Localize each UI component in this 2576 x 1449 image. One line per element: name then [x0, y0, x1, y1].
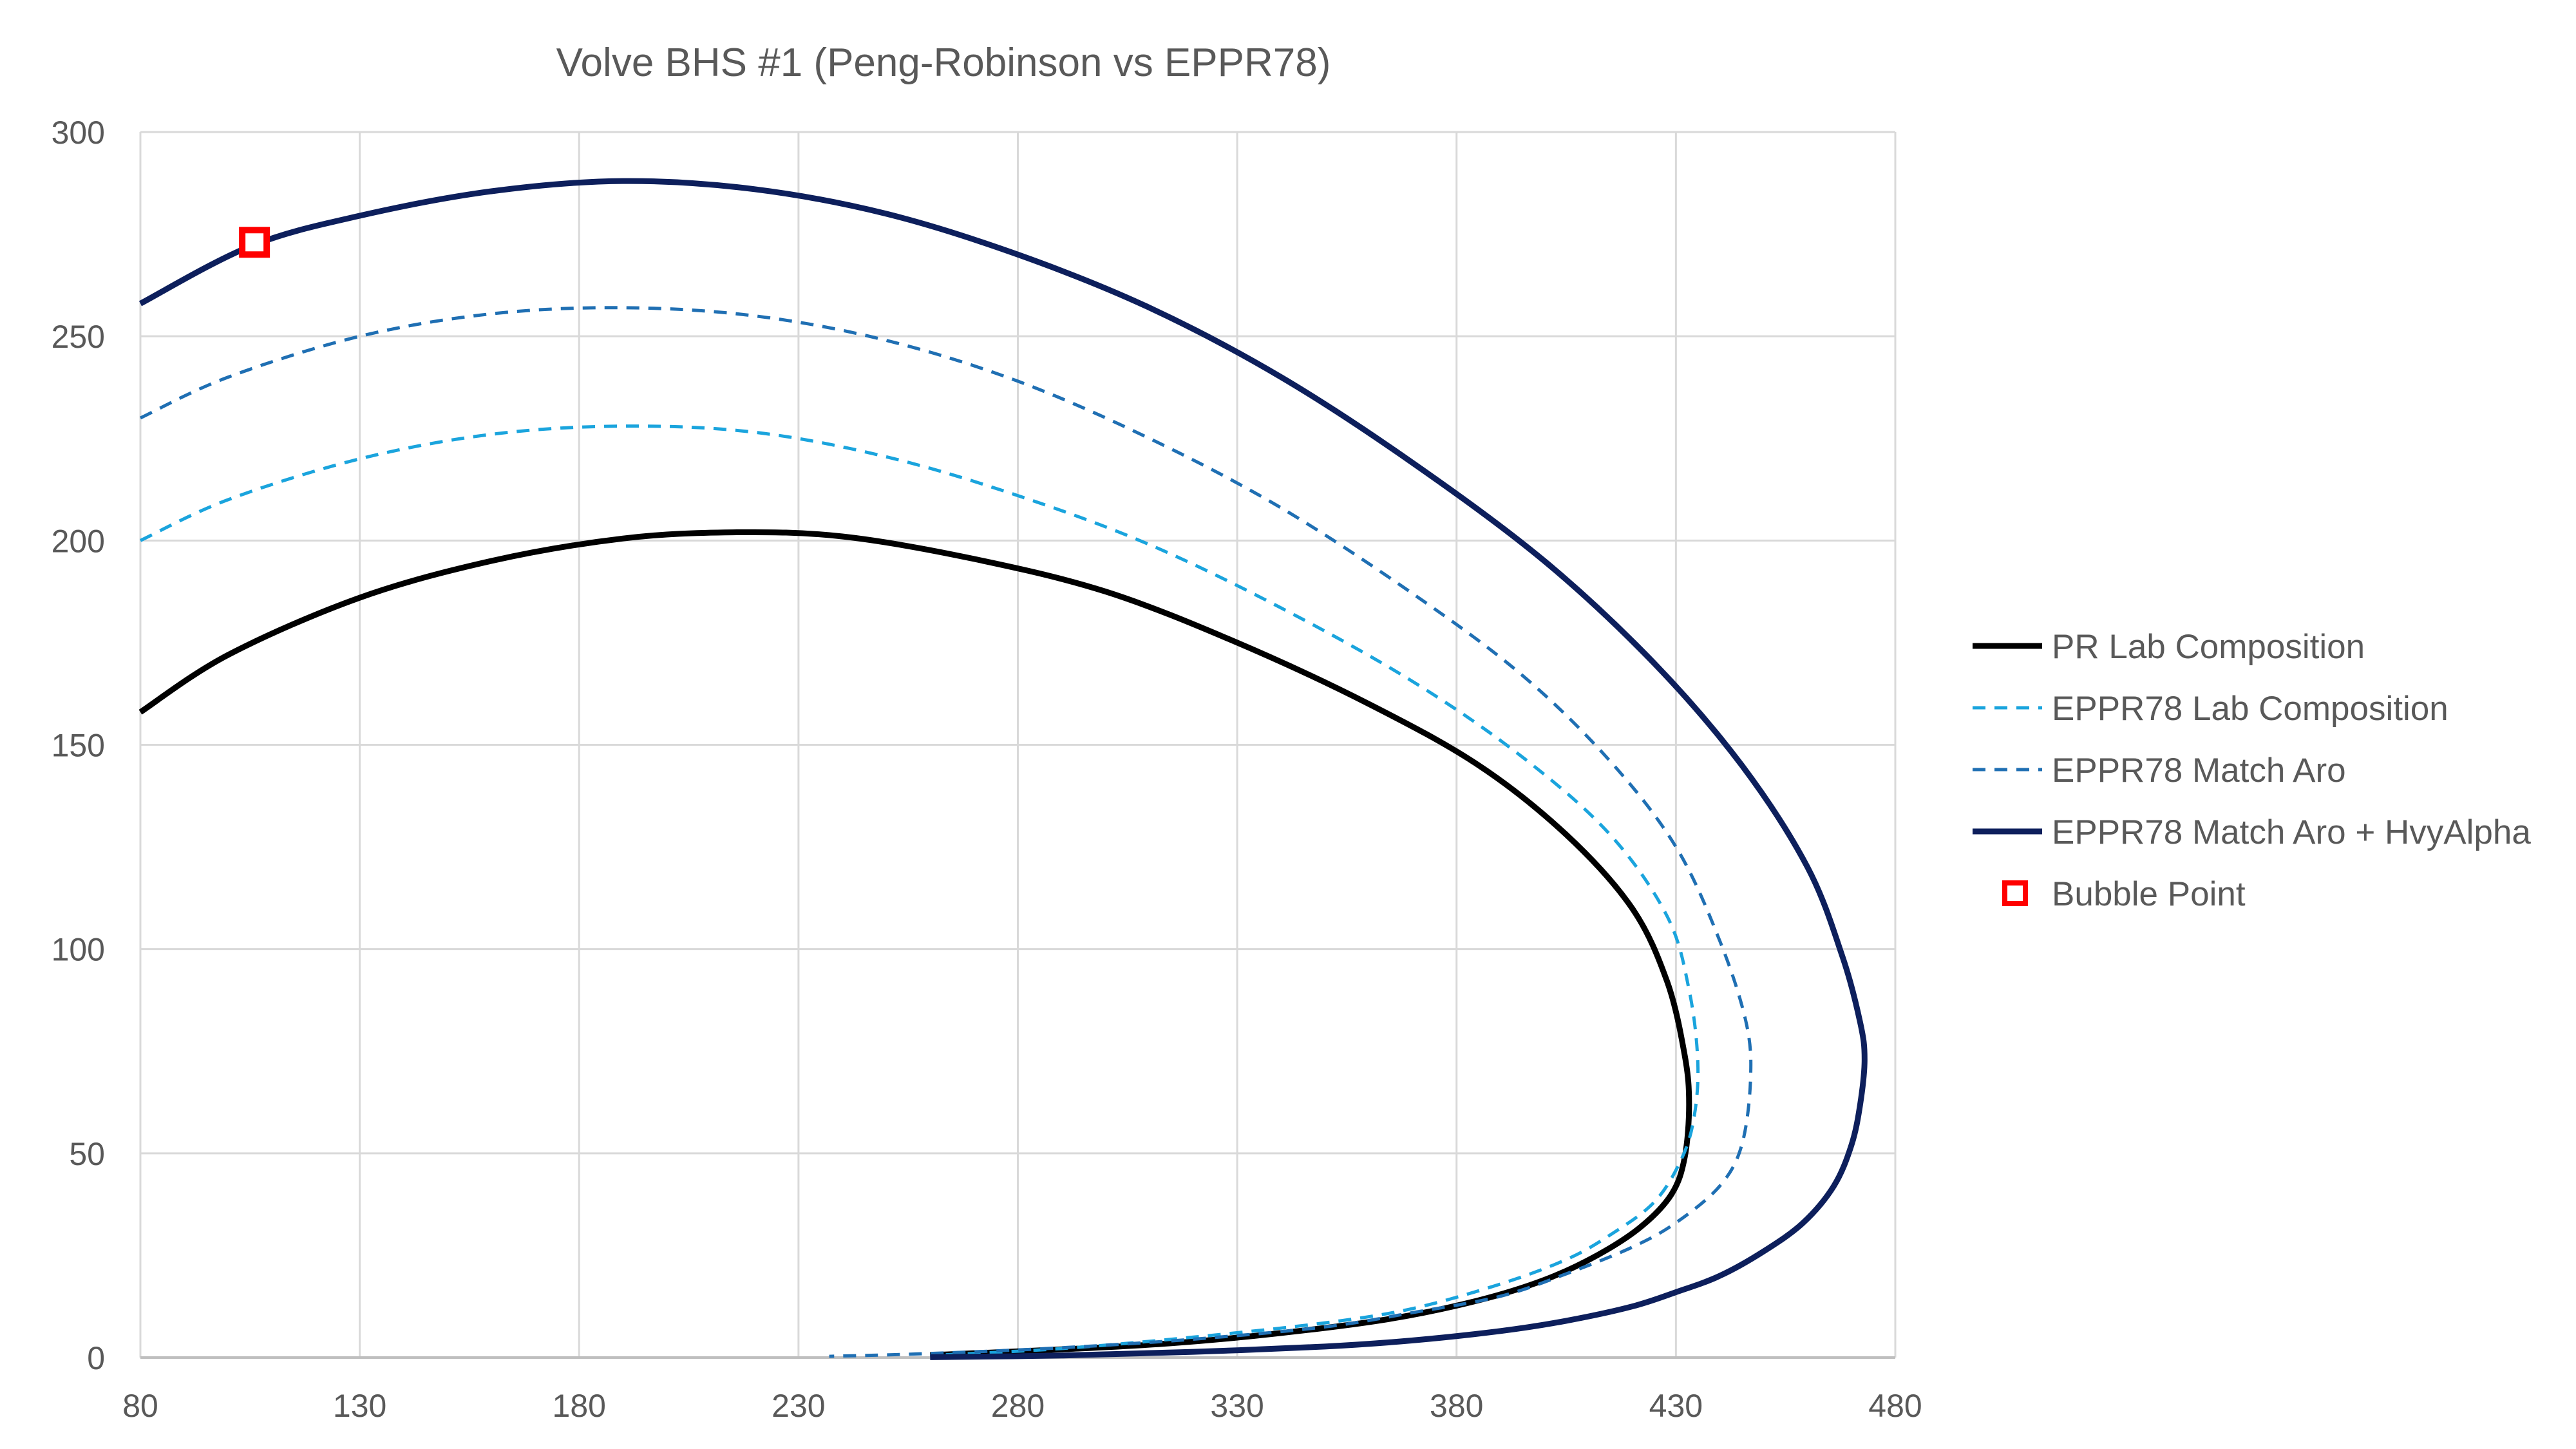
- y-tick-label: 50: [69, 1136, 105, 1172]
- x-tick-label: 330: [1210, 1388, 1264, 1424]
- bubble-point-marker: [239, 227, 270, 258]
- series-lines: [138, 178, 1868, 1360]
- y-tick-label: 0: [87, 1340, 105, 1376]
- y-tick-label: 100: [52, 932, 105, 968]
- y-tick-label: 150: [52, 728, 105, 764]
- series-line-eppr78-match-aro: [139, 306, 1753, 1358]
- x-tick-label: 130: [333, 1388, 386, 1424]
- gridlines: [139, 131, 1897, 1359]
- legend-label: Bubble Point: [2052, 875, 2246, 913]
- x-tick-labels: 80 130 180 230 280 330 380 430 480: [122, 1388, 1922, 1424]
- series-line-pr-lab-composition: [138, 529, 1692, 1358]
- x-tick-label: 430: [1649, 1388, 1703, 1424]
- markers: [239, 227, 270, 258]
- legend-label: EPPR78 Lab Composition: [2052, 690, 2448, 728]
- x-tick-label: 480: [1868, 1388, 1922, 1424]
- x-tick-label: 380: [1430, 1388, 1483, 1424]
- y-tick-labels: 0 50 100 150 200 250 300: [52, 115, 105, 1376]
- y-tick-label: 250: [52, 319, 105, 355]
- series-line-eppr78-match-aro-hvyalpha: [138, 178, 1868, 1360]
- y-tick-label: 300: [52, 115, 105, 151]
- x-tick-label: 180: [553, 1388, 606, 1424]
- x-tick-label: 80: [122, 1388, 158, 1424]
- x-tick-label: 230: [772, 1388, 825, 1424]
- legend-label: EPPR78 Match Aro + HvyAlpha: [2052, 813, 2531, 851]
- legend-label: PR Lab Composition: [2052, 628, 2365, 666]
- x-tick-label: 280: [991, 1388, 1045, 1424]
- chart-title: Volve BHS #1 (Peng-Robinson vs EPPR78): [556, 41, 1331, 85]
- legend-label: EPPR78 Match Aro: [2052, 752, 2346, 790]
- y-tick-label: 200: [52, 523, 105, 559]
- legend-swatch: [2002, 880, 2028, 906]
- legend: PR Lab Composition EPPR78 Lab Composition…: [1973, 628, 2531, 913]
- series-line-eppr78-lab-composition: [139, 424, 1700, 1358]
